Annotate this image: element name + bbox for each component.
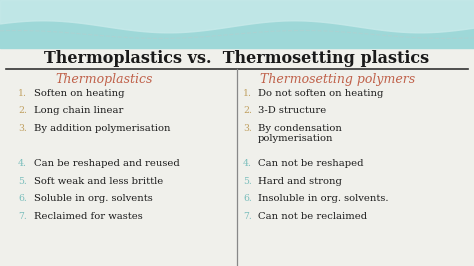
Text: Insoluble in org. solvents.: Insoluble in org. solvents.	[258, 194, 389, 203]
Text: By addition polymerisation: By addition polymerisation	[34, 124, 171, 133]
Text: 1.: 1.	[18, 89, 27, 98]
Text: 5.: 5.	[18, 177, 27, 186]
Text: 6.: 6.	[18, 194, 27, 203]
Text: 4.: 4.	[243, 159, 252, 168]
Text: Can not be reclaimed: Can not be reclaimed	[258, 212, 367, 221]
Text: 3-D structure: 3-D structure	[258, 106, 326, 115]
Text: 5.: 5.	[243, 177, 252, 186]
Text: Reclaimed for wastes: Reclaimed for wastes	[34, 212, 143, 221]
Text: Can not be reshaped: Can not be reshaped	[258, 159, 364, 168]
Text: 3.: 3.	[243, 124, 252, 133]
Text: Soft weak and less brittle: Soft weak and less brittle	[34, 177, 163, 186]
Text: Thermosetting polymers: Thermosetting polymers	[260, 73, 415, 86]
Text: Thermoplastics vs.  Thermosetting plastics: Thermoplastics vs. Thermosetting plastic…	[45, 50, 429, 67]
Text: Soften on heating: Soften on heating	[34, 89, 125, 98]
Bar	[0, 0, 474, 48]
Text: Hard and strong: Hard and strong	[258, 177, 342, 186]
Text: 3.: 3.	[18, 124, 27, 133]
Text: Long chain linear: Long chain linear	[34, 106, 123, 115]
Text: 4.: 4.	[18, 159, 27, 168]
Text: 6.: 6.	[243, 194, 252, 203]
Text: Soluble in org. solvents: Soluble in org. solvents	[34, 194, 153, 203]
Text: 1.: 1.	[243, 89, 252, 98]
Text: 2.: 2.	[243, 106, 252, 115]
Text: 2.: 2.	[18, 106, 27, 115]
Text: Can be reshaped and reused: Can be reshaped and reused	[34, 159, 180, 168]
Text: Do not soften on heating: Do not soften on heating	[258, 89, 383, 98]
Text: 7.: 7.	[243, 212, 252, 221]
Text: Thermoplastics: Thermoplastics	[55, 73, 152, 86]
Text: By condensation
polymerisation: By condensation polymerisation	[258, 124, 342, 143]
Text: 7.: 7.	[18, 212, 27, 221]
